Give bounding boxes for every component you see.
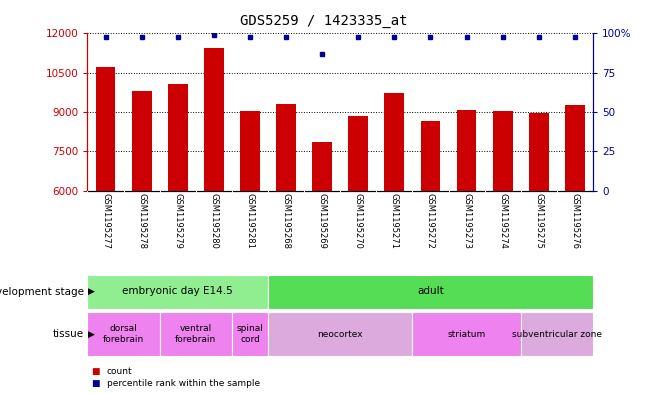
Text: neocortex: neocortex (318, 330, 363, 338)
Text: dorsal
forebrain: dorsal forebrain (103, 324, 145, 344)
Text: embryonic day E14.5: embryonic day E14.5 (122, 286, 233, 296)
Text: tissue: tissue (53, 329, 84, 339)
Bar (276, 104, 296, 191)
Text: GSM1195280: GSM1195280 (209, 193, 218, 249)
Bar (421, 121, 441, 191)
Bar (204, 48, 224, 191)
Bar (521, 312, 593, 356)
Text: count: count (107, 367, 133, 376)
Text: ventral
forebrain: ventral forebrain (175, 324, 216, 344)
Text: GSM1195278: GSM1195278 (137, 193, 146, 249)
Text: striatum: striatum (447, 330, 486, 338)
Text: GSM1195272: GSM1195272 (426, 193, 435, 249)
Bar (349, 116, 368, 191)
Bar (132, 91, 152, 191)
Text: subventricular zone: subventricular zone (512, 330, 602, 338)
Bar (492, 111, 513, 191)
Text: ▶: ▶ (87, 287, 95, 296)
Text: GSM1195277: GSM1195277 (101, 193, 110, 249)
Text: GSM1195269: GSM1195269 (318, 193, 327, 249)
Bar (96, 68, 115, 191)
Bar (168, 84, 188, 191)
Text: ■: ■ (91, 379, 99, 387)
Text: percentile rank within the sample: percentile rank within the sample (107, 379, 260, 387)
Bar (412, 312, 521, 356)
Text: GSM1195268: GSM1195268 (281, 193, 290, 249)
Text: GSM1195273: GSM1195273 (462, 193, 471, 249)
Text: GSM1195276: GSM1195276 (570, 193, 579, 249)
Bar (312, 141, 332, 191)
Text: GSM1195275: GSM1195275 (534, 193, 543, 249)
Text: ▶: ▶ (87, 330, 95, 338)
Bar (87, 312, 159, 356)
Text: GDS5259 / 1423335_at: GDS5259 / 1423335_at (240, 14, 408, 28)
Bar (529, 113, 549, 191)
Text: ■: ■ (91, 367, 99, 376)
Bar (232, 312, 268, 356)
Text: GSM1195271: GSM1195271 (390, 193, 399, 249)
Text: development stage: development stage (0, 287, 84, 297)
Text: spinal
cord: spinal cord (237, 324, 263, 344)
Bar (565, 105, 584, 191)
Text: GSM1195274: GSM1195274 (498, 193, 507, 249)
Bar (268, 275, 593, 309)
Bar (268, 312, 412, 356)
Text: adult: adult (417, 286, 444, 296)
Bar (159, 312, 232, 356)
Text: GSM1195281: GSM1195281 (246, 193, 255, 249)
Text: GSM1195270: GSM1195270 (354, 193, 363, 249)
Text: GSM1195279: GSM1195279 (173, 193, 182, 249)
Bar (384, 93, 404, 191)
Bar (457, 110, 476, 191)
Bar (240, 111, 260, 191)
Bar (87, 275, 268, 309)
